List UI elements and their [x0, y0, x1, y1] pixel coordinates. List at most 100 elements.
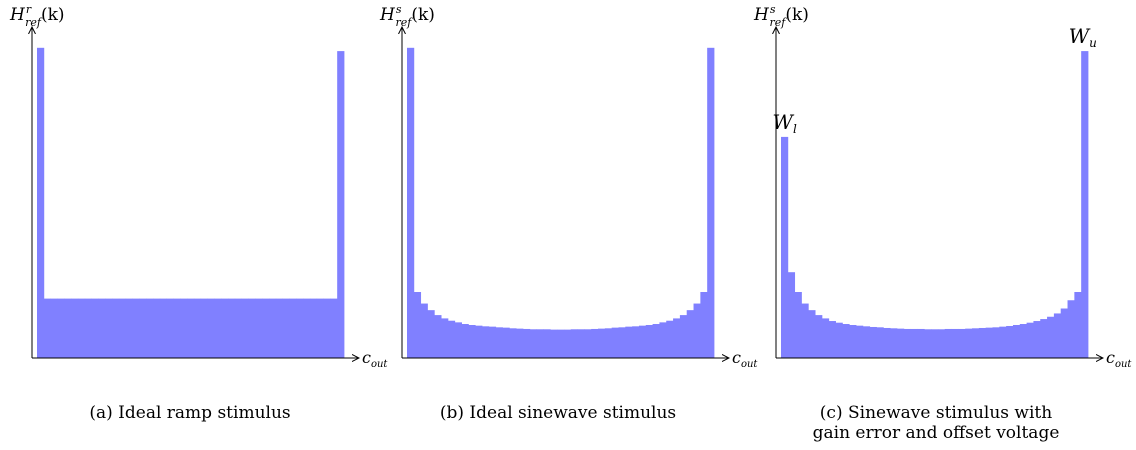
bar — [248, 298, 256, 358]
bar — [337, 51, 345, 358]
annotation-label: Wu — [1069, 24, 1097, 50]
bar — [98, 298, 106, 358]
bar — [454, 322, 462, 358]
bar — [787, 272, 796, 358]
bar — [268, 298, 277, 358]
bar — [978, 327, 987, 358]
bar — [516, 328, 524, 358]
bar — [125, 298, 133, 358]
bar — [557, 329, 565, 358]
bar — [57, 298, 65, 358]
y-axis-label: Hs ref(k) — [753, 3, 809, 29]
bar — [91, 298, 99, 358]
bar — [1047, 316, 1055, 358]
bar — [815, 315, 823, 358]
bar — [1026, 322, 1034, 358]
bar — [570, 329, 578, 358]
bar — [598, 328, 606, 358]
bar — [139, 298, 147, 358]
bar — [1081, 51, 1089, 358]
bar — [447, 320, 456, 358]
bar — [509, 328, 517, 358]
bar — [849, 325, 857, 358]
bar — [522, 328, 531, 358]
bar — [193, 298, 202, 358]
bar — [420, 303, 428, 358]
caption-c-label: (c) — [819, 403, 843, 423]
bar — [801, 303, 809, 358]
bar — [958, 328, 966, 358]
bar — [1074, 292, 1082, 358]
bar — [221, 298, 229, 358]
bar — [666, 320, 674, 358]
x-axis-label: cout — [1106, 348, 1132, 370]
bar — [659, 322, 667, 358]
bar — [862, 326, 871, 358]
bar — [309, 298, 318, 358]
bar — [781, 136, 789, 358]
bar — [869, 326, 877, 358]
x-axis-label: cout — [732, 348, 758, 370]
bar — [1019, 324, 1027, 358]
bar — [461, 324, 469, 358]
caption-b: (b) Ideal sinewave stimulus — [408, 403, 708, 423]
x-axis-label: cout — [362, 348, 388, 370]
bar — [1053, 313, 1062, 358]
bar — [550, 329, 558, 358]
bar — [488, 326, 497, 358]
bar — [228, 298, 236, 358]
y-axis-label: Hs ref(k) — [379, 3, 435, 29]
bar — [842, 324, 850, 358]
bar — [84, 298, 92, 358]
bar — [965, 328, 973, 358]
annotation-label: Wl — [772, 110, 797, 136]
caption-c-text-line2: gain error and offset voltage — [812, 423, 1060, 443]
bar — [890, 328, 898, 358]
bar — [591, 328, 599, 358]
bar — [1060, 308, 1068, 358]
bar — [1006, 325, 1014, 358]
bar — [645, 325, 653, 358]
bar — [686, 310, 694, 358]
bar — [883, 327, 891, 358]
bar — [985, 327, 993, 358]
bar — [917, 328, 925, 358]
bar — [618, 327, 626, 358]
bar — [937, 329, 946, 358]
bar — [543, 329, 551, 358]
bar — [37, 47, 45, 359]
bar — [468, 325, 476, 358]
bar — [105, 298, 113, 358]
bar — [495, 327, 503, 358]
caption-c: (c) Sinewave stimulus with gain error an… — [781, 403, 1091, 443]
bar — [931, 329, 939, 358]
bar — [652, 324, 660, 358]
bar — [214, 298, 222, 358]
bar — [903, 328, 912, 358]
bar — [673, 318, 681, 358]
bar — [502, 327, 510, 358]
bar — [296, 298, 304, 358]
bar — [828, 321, 836, 358]
bar — [166, 298, 174, 358]
bar — [112, 298, 120, 358]
bar — [275, 298, 283, 358]
bar — [924, 329, 932, 358]
bar — [910, 328, 918, 358]
bar — [611, 327, 619, 358]
bar — [262, 298, 270, 358]
bar — [64, 298, 72, 358]
caption-a-label: (a) — [89, 403, 113, 423]
bar — [330, 298, 338, 358]
bar — [234, 298, 243, 358]
bar — [563, 329, 572, 358]
bar — [876, 327, 884, 358]
bar — [856, 325, 864, 358]
bar — [638, 325, 647, 358]
bar — [200, 298, 208, 358]
bar — [146, 298, 154, 358]
bar — [999, 326, 1007, 358]
bar — [972, 328, 980, 358]
bar — [207, 298, 215, 358]
